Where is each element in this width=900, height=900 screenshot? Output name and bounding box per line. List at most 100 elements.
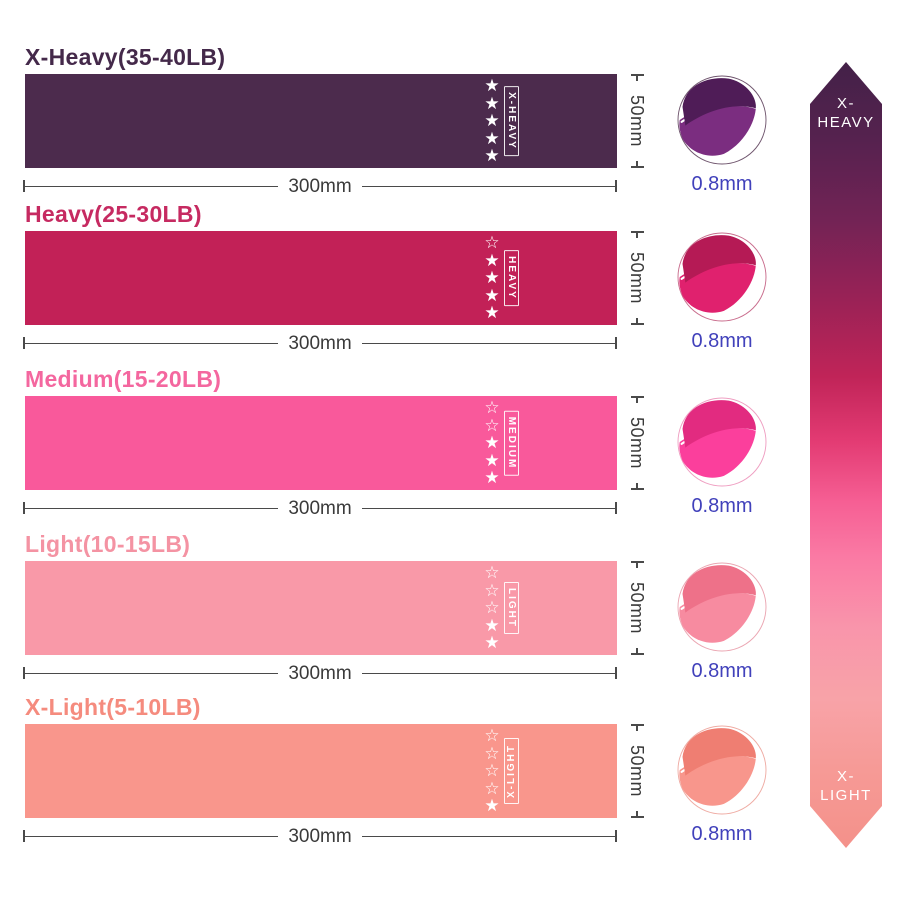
folded-band-icon [677,725,767,815]
star-empty-icon: ☆ [484,580,500,600]
dimension-line [636,318,638,324]
star-rating: ☆ ☆ ★ ★ ★ [480,396,504,490]
height-dimension-label: 50mm [627,252,647,305]
folded-band-icon [677,232,767,322]
thickness-label: 0.8mm [691,173,753,195]
dimension-line [25,507,279,509]
band-row: X-Light(5-10LB) ☆ ☆ ☆ ☆ ★ X-LIGHT 300mm 50mm [23,690,795,852]
band-swatch: ☆ ☆ ☆ ★ ★ LIGHT [25,561,617,655]
star-filled-icon: ★ [484,450,500,470]
dimension-tick [630,561,644,563]
arrow-bottom-label-line2: LIGHT [820,787,872,804]
height-dimension-label: 50mm [627,417,647,470]
dimension-tick [23,502,25,514]
thickness-label: 0.8mm [691,495,753,517]
dimension-tick [630,653,644,656]
dimension-tick [630,724,644,726]
arrow-top-label-line1: X- [837,95,855,112]
dimension-line [636,563,638,568]
height-dimension: 50mm [624,396,650,491]
star-filled-icon: ★ [484,468,500,488]
star-filled-icon: ★ [484,268,500,288]
dimension-line [25,185,279,187]
dimension-tick [630,74,644,76]
arrow-bottom-label-line1: X- [837,768,855,785]
dimension-tick [630,488,644,491]
dimension-line [636,648,638,654]
dimension-line [361,185,616,187]
width-dimension: 300mm [23,334,618,353]
star-empty-icon: ☆ [484,726,500,746]
dimension-line [636,483,638,489]
thickness-detail: 0.8mm [674,230,770,351]
arrow-top-label-line2: HEAVY [817,114,875,131]
band-strength-label-text: HEAVY [506,256,517,300]
height-dimension: 50mm [624,561,650,656]
star-empty-icon: ☆ [484,761,500,781]
dimension-tick [23,667,25,679]
arrow-bottom-label: X- LIGHT [810,767,882,805]
height-dimension-label: 50mm [627,95,647,148]
band-row: Light(10-15LB) ☆ ☆ ☆ ★ ★ LIGHT 300mm 50mm [23,527,795,689]
star-filled-icon: ★ [484,796,500,816]
band-strength-label: MEDIUM [504,410,519,476]
thickness-detail: 0.8mm [674,395,770,516]
dimension-line [25,672,279,674]
star-filled-icon: ★ [484,93,500,113]
folded-band-icon [677,397,767,487]
star-empty-icon: ☆ [484,778,500,798]
dimension-line [636,233,638,238]
band-title: X-Light(5-10LB) [25,694,201,720]
band-strength-label: LIGHT [504,582,519,634]
band-strength-label-text: MEDIUM [506,416,517,470]
dimension-tick [615,180,618,192]
dimension-tick [23,830,25,842]
star-empty-icon: ☆ [484,398,500,418]
arrow-top-label: X- HEAVY [810,94,882,132]
dimension-tick [615,667,618,679]
band-strength-label: HEAVY [504,250,519,306]
band-title: X-Heavy(35-40LB) [25,44,226,70]
dimension-line [25,835,279,837]
band-title: Medium(15-20LB) [25,366,222,392]
dimension-line [361,835,616,837]
dimension-tick [630,166,644,169]
band-title: Heavy(25-30LB) [25,201,202,227]
dimension-tick [630,323,644,326]
star-empty-icon: ☆ [484,598,500,618]
band-swatch: ★ ★ ★ ★ ★ X-HEAVY [25,74,617,168]
thickness-label: 0.8mm [691,330,753,352]
width-dimension-label: 300mm [288,825,352,847]
dimension-line [636,811,638,817]
star-empty-icon: ☆ [484,743,500,763]
dimension-line [636,76,638,81]
star-filled-icon: ★ [484,128,500,148]
height-dimension-label: 50mm [627,745,647,798]
band-strength-label: X-HEAVY [504,86,519,156]
folded-band-icon [677,75,767,165]
width-dimension: 300mm [23,825,618,847]
width-dimension: 300mm [23,175,618,197]
dimension-tick [615,337,618,349]
scale-arrow-shape [810,62,882,848]
dimension-line [636,726,638,731]
band-strength-label-text: X-LIGHT [506,744,517,798]
dimension-line [361,507,616,509]
dimension-tick [23,180,25,192]
dimension-tick [630,396,644,398]
height-dimension: 50mm [624,724,650,819]
band-swatch: ☆ ☆ ☆ ☆ ★ X-LIGHT [25,724,617,818]
scale-arrow-graphic [810,62,882,848]
band-row: X-Heavy(35-40LB) ★ ★ ★ ★ ★ X-HEAVY 300mm 50m… [23,40,795,202]
dimension-tick [630,231,644,233]
width-dimension-label: 300mm [288,175,352,197]
dimension-tick [23,337,25,349]
band-strength-label-text: LIGHT [506,588,517,628]
band-strength-label-text: X-HEAVY [506,92,517,150]
width-dimension-label: 300mm [288,662,352,684]
band-swatch: ☆ ☆ ★ ★ ★ MEDIUM [25,396,617,490]
star-filled-icon: ★ [484,303,500,323]
width-dimension: 300mm [23,662,618,684]
dimension-line [636,398,638,403]
